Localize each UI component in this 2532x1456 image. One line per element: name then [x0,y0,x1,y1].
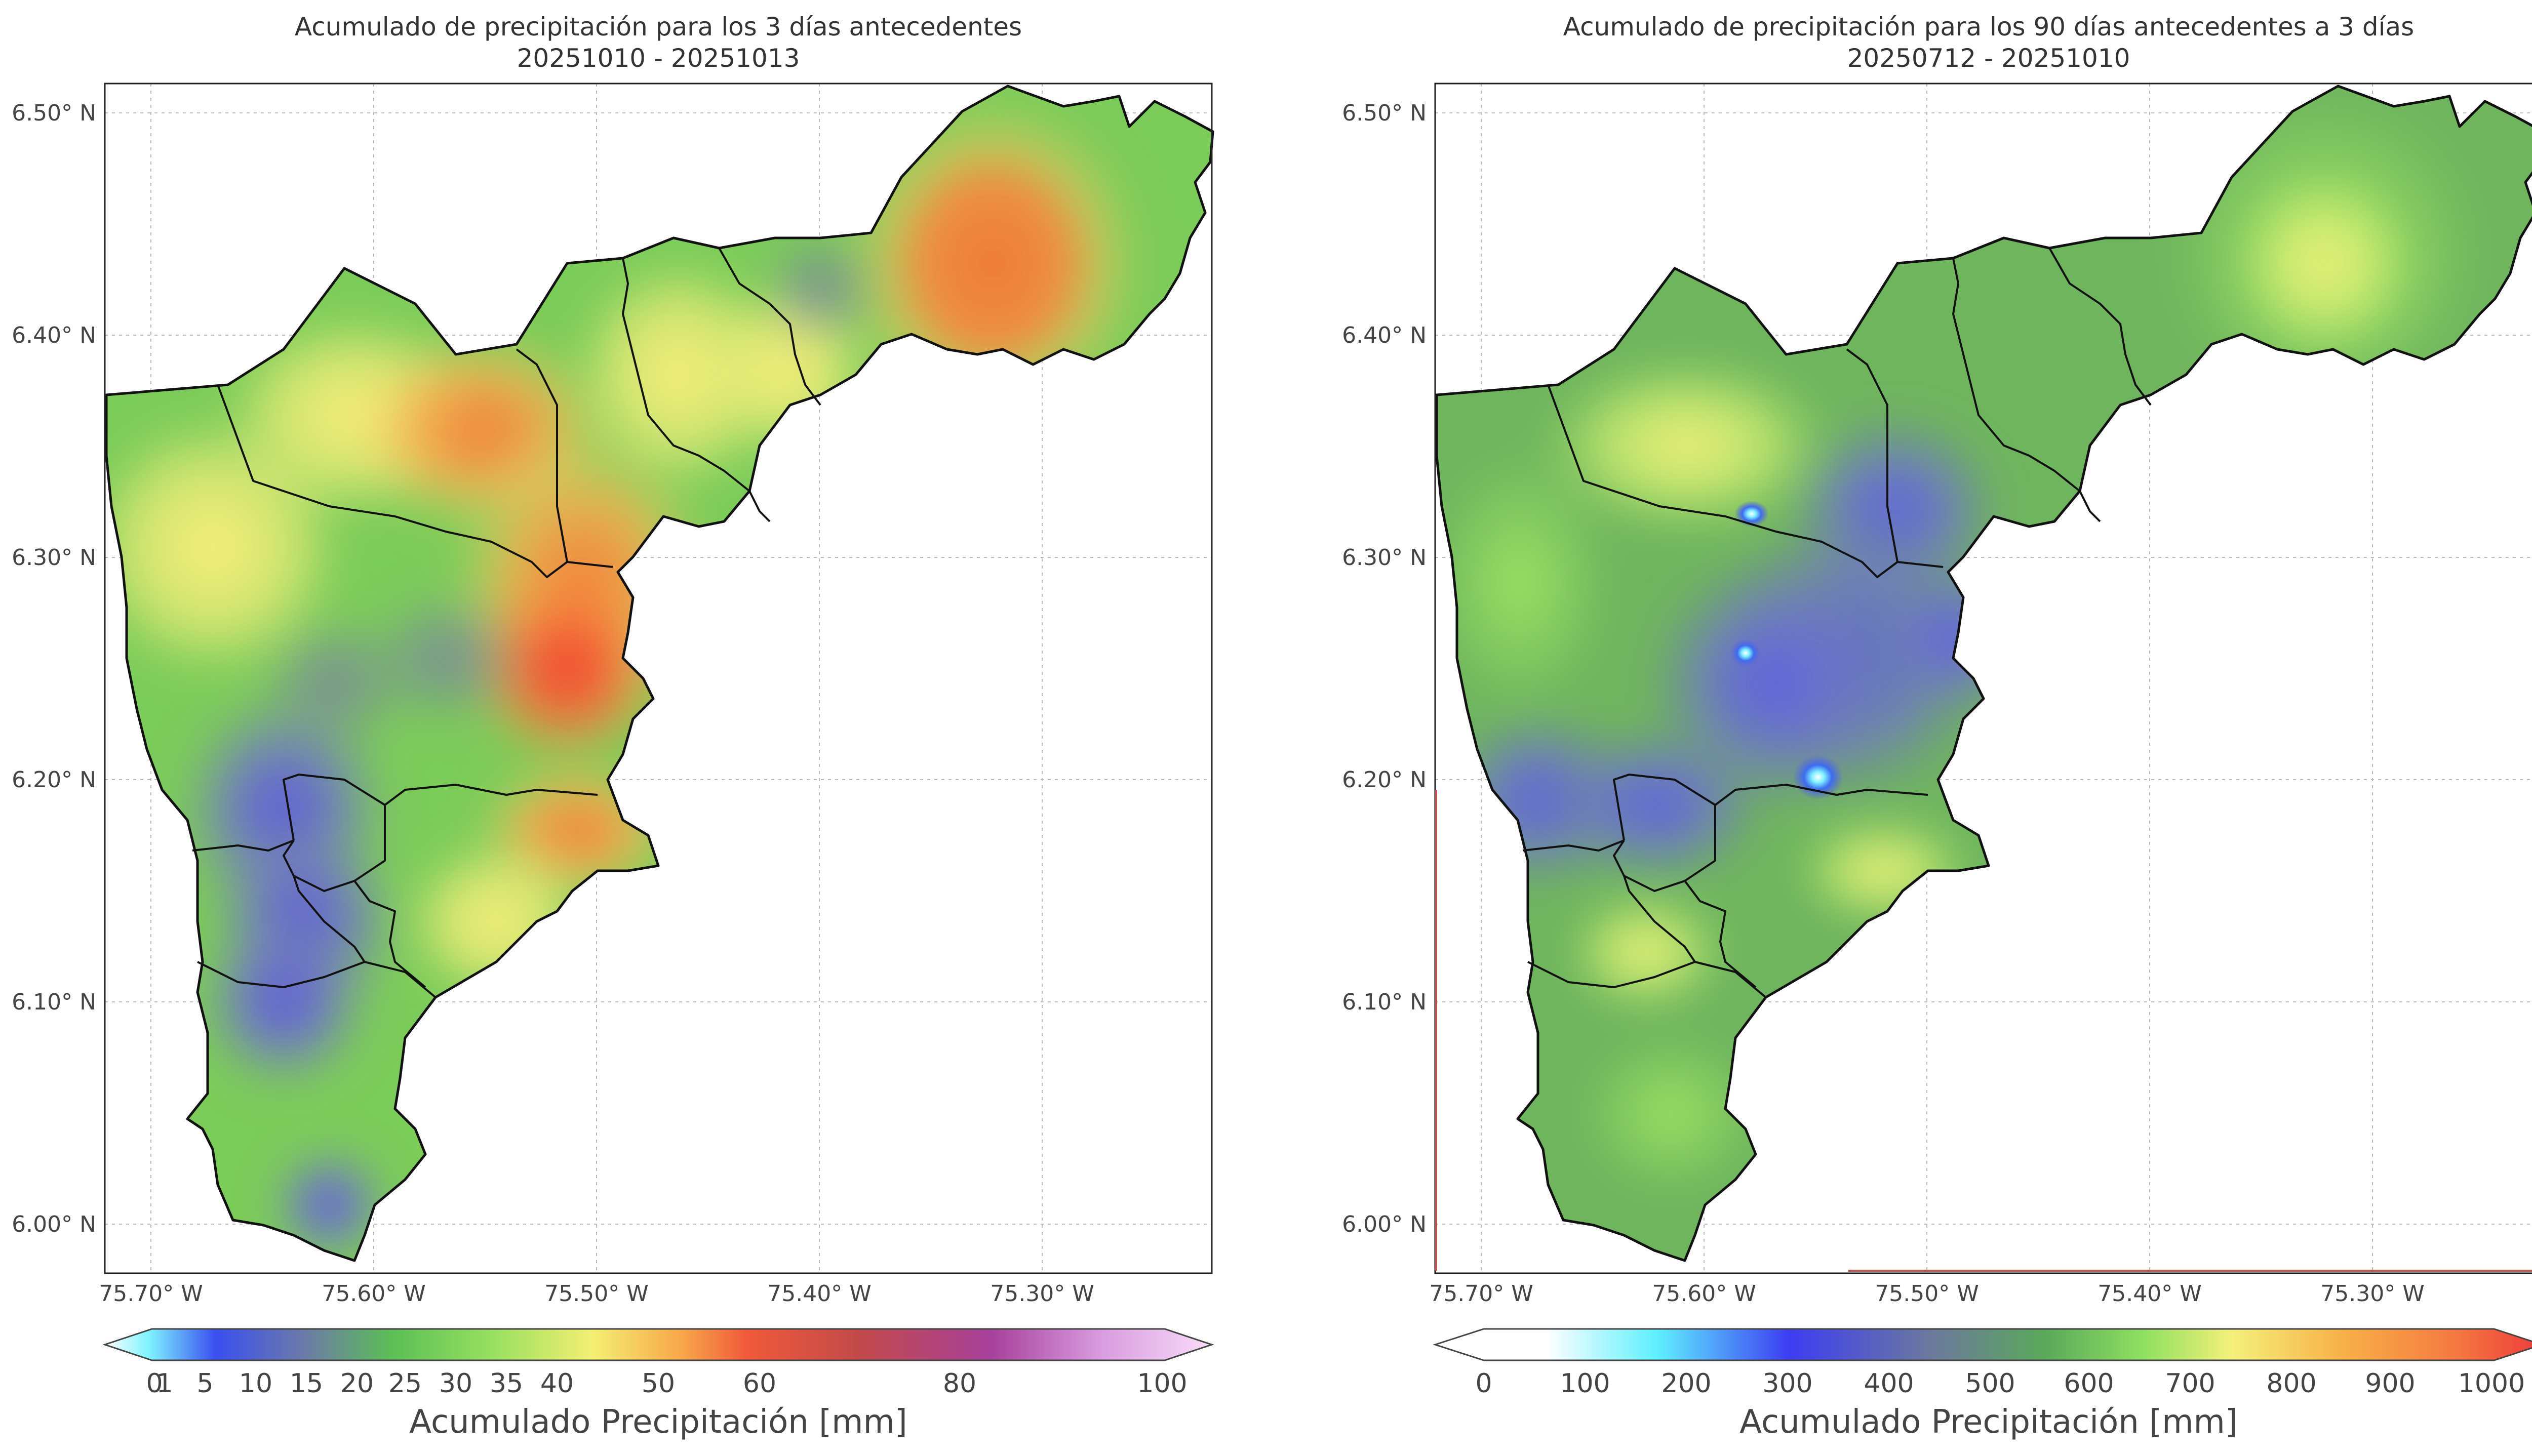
colorbar-tick: 600 [2064,1368,2114,1399]
right-y-ticks: 6.50° N 6.40° N 6.30° N 6.20° N 6.10° N … [1342,100,1427,1237]
left-title-line1: Acumulado de precipitación para los 3 dí… [295,12,1022,42]
x-tick: 75.60° W [1652,1281,1756,1307]
y-tick: 6.20° N [12,767,96,793]
right-municipality-boundaries [1522,248,2152,998]
x-tick: 75.50° W [1875,1281,1979,1307]
colorbar-tick: 35 [490,1368,523,1399]
colorbar-tick: 200 [1661,1368,1711,1399]
right-colorbar: 0 100 200 300 400 500 600 700 800 900 10… [1433,1328,2532,1441]
y-tick: 6.20° N [1342,767,1427,793]
x-tick: 75.30° W [990,1281,1094,1307]
colorbar-tick: 30 [439,1368,472,1399]
y-tick: 6.30° N [12,545,96,571]
colorbar-tick: 900 [2365,1368,2415,1399]
left-colorbar: 0 1 5 10 15 20 25 30 35 40 50 60 80 100 … [102,1328,1214,1441]
colorbar-tick: 20 [340,1368,374,1399]
y-tick: 6.00° N [12,1211,96,1237]
colorbar-tick: 80 [943,1368,976,1399]
colorbar-tick: 15 [290,1368,323,1399]
left-precipitation-field [106,86,1213,1261]
colorbar-tick: 60 [743,1368,776,1399]
left-map-frame [104,83,1213,1274]
colorbar-tick: 300 [1762,1368,1812,1399]
right-map-frame [1434,83,2532,1274]
left-colorbar-label: Acumulado Precipitación [mm] [409,1403,907,1441]
colorbar-tick: 500 [1965,1368,2015,1399]
y-tick: 6.10° N [1342,989,1427,1015]
colorbar-tick: 0 [146,1368,163,1399]
colorbar-tick: 100 [1137,1368,1187,1399]
colorbar-tick: 400 [1864,1368,1914,1399]
right-precipitation-field [1437,86,2532,1261]
x-tick: 75.30° W [2320,1281,2424,1307]
x-tick: 75.70° W [99,1281,203,1307]
right-colorbar-label: Acumulado Precipitación [mm] [1739,1403,2238,1441]
x-tick: 75.60° W [322,1281,425,1307]
y-tick: 6.50° N [1342,100,1427,126]
y-tick: 6.50° N [12,100,96,126]
x-tick: 75.50° W [544,1281,648,1307]
left-municipality-boundaries [192,248,821,998]
colorbar-tick: 10 [239,1368,272,1399]
right-title-line2: 20250712 - 20251010 [1847,44,2130,73]
colorbar-tick: 1000 [2458,1368,2525,1399]
y-tick: 6.30° N [1342,545,1427,571]
left-x-ticks: 75.70° W 75.60° W 75.50° W 75.40° W 75.3… [99,1281,1094,1307]
x-tick: 75.40° W [767,1281,871,1307]
y-tick: 6.00° N [1342,1211,1427,1237]
y-tick: 6.40° N [12,322,96,348]
x-tick: 75.40° W [2098,1281,2201,1307]
colorbar-tick: 100 [1560,1368,1610,1399]
x-tick: 75.70° W [1429,1281,1533,1307]
colorbar-tick: 800 [2266,1368,2316,1399]
left-map-panel: Acumulado de precipitación para los 3 dí… [12,12,1214,1441]
colorbar-tick: 50 [642,1368,675,1399]
colorbar-tick: 0 [1475,1368,1492,1399]
right-map-panel: Acumulado de precipitación para los 90 d… [1342,12,2532,1441]
colorbar-tick: 5 [196,1368,213,1399]
left-title-line2: 20251010 - 20251013 [517,44,800,73]
colorbar-tick: 25 [388,1368,422,1399]
right-x-ticks: 75.70° W 75.60° W 75.50° W 75.40° W 75.3… [1429,1281,2424,1307]
y-tick: 6.10° N [12,989,96,1015]
colorbar-tick: 700 [2165,1368,2215,1399]
y-tick: 6.40° N [1342,322,1427,348]
colorbar-tick: 1 [156,1368,173,1399]
left-y-ticks: 6.50° N 6.40° N 6.30° N 6.20° N 6.10° N … [12,100,96,1237]
right-title-line1: Acumulado de precipitación para los 90 d… [1563,12,2414,42]
colorbar-tick: 40 [540,1368,574,1399]
